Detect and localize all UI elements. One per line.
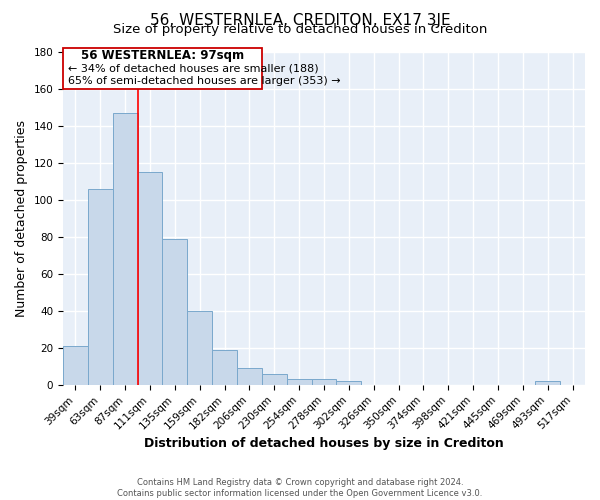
Bar — [88, 188, 113, 385]
Text: Contains HM Land Registry data © Crown copyright and database right 2024.
Contai: Contains HM Land Registry data © Crown c… — [118, 478, 482, 498]
Text: Size of property relative to detached houses in Crediton: Size of property relative to detached ho… — [113, 22, 487, 36]
Bar — [337, 381, 361, 385]
Bar — [212, 350, 237, 385]
Text: 56, WESTERNLEA, CREDITON, EX17 3JE: 56, WESTERNLEA, CREDITON, EX17 3JE — [149, 12, 451, 28]
Bar — [137, 172, 163, 385]
Text: ← 34% of detached houses are smaller (188): ← 34% of detached houses are smaller (18… — [68, 64, 319, 74]
Bar — [113, 113, 137, 385]
FancyBboxPatch shape — [63, 48, 262, 89]
Bar — [311, 380, 337, 385]
Bar — [262, 374, 287, 385]
Y-axis label: Number of detached properties: Number of detached properties — [15, 120, 28, 317]
Text: 56 WESTERNLEA: 97sqm: 56 WESTERNLEA: 97sqm — [81, 49, 244, 62]
X-axis label: Distribution of detached houses by size in Crediton: Distribution of detached houses by size … — [144, 437, 504, 450]
Bar — [187, 311, 212, 385]
Text: 65% of semi-detached houses are larger (353) →: 65% of semi-detached houses are larger (… — [68, 76, 341, 86]
Bar — [63, 346, 88, 385]
Bar — [163, 238, 187, 385]
Bar — [535, 381, 560, 385]
Bar — [287, 380, 311, 385]
Bar — [237, 368, 262, 385]
